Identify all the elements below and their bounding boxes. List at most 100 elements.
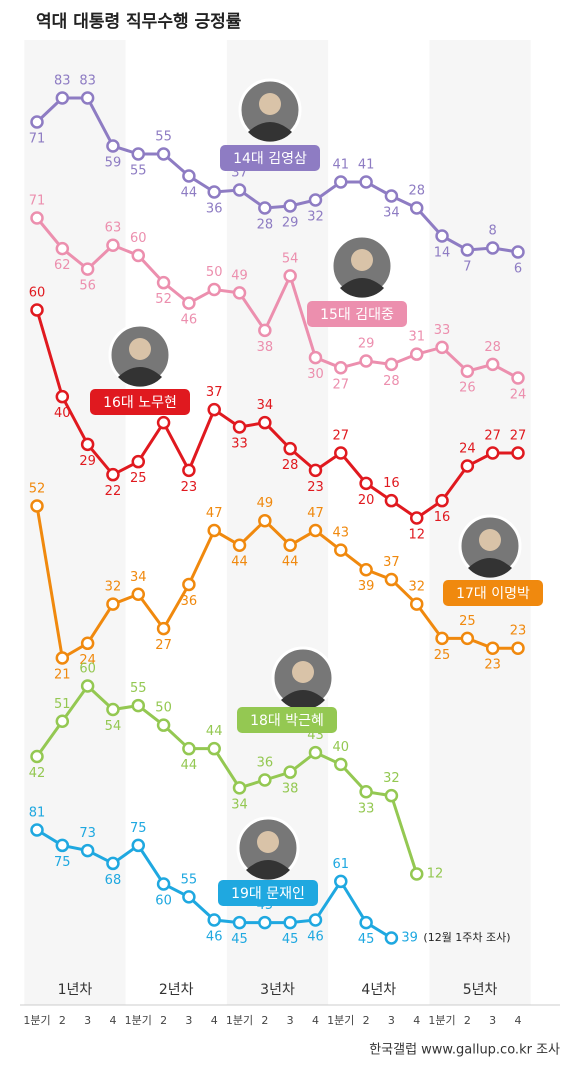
data-label: 8 [489,224,497,239]
data-point [435,631,449,646]
portrait-head [351,249,373,271]
x-tick-label: 3 [185,1014,192,1027]
data-label: 38 [257,340,274,355]
data-label: 31 [408,330,425,345]
data-point [182,169,196,183]
data-label: 23 [510,624,527,639]
x-tick-label: 2 [464,1014,471,1027]
data-label: 41 [333,158,350,173]
data-label: 49 [257,496,274,511]
data-point [106,856,120,871]
data-point [156,621,171,636]
data-point [334,874,348,889]
data-point [359,562,373,577]
data-point [435,229,449,243]
data-point [308,913,323,927]
data-point [182,890,196,904]
data-label: 28 [282,458,299,473]
data-point [511,245,525,259]
x-tick-label: 1분기 [327,1014,354,1027]
portrait-body [468,558,512,578]
x-tick-label: 3 [388,1014,395,1027]
data-point [232,420,247,434]
data-label: 55 [181,872,198,887]
data-label: 54 [105,719,122,734]
data-label: 41 [358,158,375,173]
data-label: 60 [130,231,147,246]
data-point [30,211,44,225]
legend-box [443,580,543,606]
data-point [258,323,272,338]
data-point [207,185,221,199]
portrait-body [340,278,384,298]
data-label: 24 [79,653,96,668]
data-point [485,641,500,655]
data-label: 73 [79,826,96,841]
data-label: 60 [29,286,46,301]
data-label: 36 [257,756,274,771]
data-label: 44 [181,186,198,201]
data-label: 14 [434,246,451,261]
data-point [232,286,247,300]
data-label: 12 [408,528,425,543]
data-point [55,91,70,105]
legend-box [90,389,190,415]
data-label: 34 [231,797,248,812]
data-label: 27 [510,429,527,444]
data-point [156,275,171,290]
data-label: 34 [383,206,400,221]
data-point [384,493,399,508]
data-label: 46 [206,930,223,945]
data-label: 28 [383,374,400,389]
data-label: 52 [29,482,46,497]
data-point [55,714,70,728]
data-point [308,745,323,760]
data-point [30,115,44,129]
data-label: 23 [181,480,198,495]
data-label: 32 [383,771,400,786]
data-point [485,357,500,372]
data-point [30,303,44,317]
x-tick-label: 4 [413,1014,420,1027]
data-label: 83 [79,74,96,89]
data-point [409,867,424,881]
x-tick-label: 1분기 [226,1014,253,1027]
data-point [511,371,525,385]
data-label: 40 [333,740,350,755]
data-label: 38 [282,782,299,797]
portrait-body [281,690,325,710]
data-point [258,915,272,930]
data-label: 34 [130,570,147,585]
portrait-head [129,338,151,360]
data-point [283,441,297,456]
data-point [131,587,146,602]
data-label: 16 [383,476,400,491]
data-label: 52 [155,292,172,307]
data-point [485,241,500,255]
x-tick-label: 2 [59,1014,66,1027]
annotation: (12월 1주차 조사) [423,931,510,944]
data-label: 27 [155,638,172,653]
year-label: 5년차 [463,982,498,998]
data-point [156,718,171,732]
legend-label: 14대 김영삼 [233,151,307,167]
data-label: 6 [514,262,522,277]
portrait-head [257,831,279,853]
data-point [460,243,475,257]
data-label: 26 [459,381,476,396]
data-point [359,354,373,368]
data-label: 49 [231,268,248,283]
data-label: 42 [29,766,46,781]
data-label: 25 [459,614,476,629]
data-label: 50 [206,265,223,280]
data-point [359,175,373,189]
portrait-body [246,860,290,880]
data-label: 25 [130,471,147,486]
data-point [460,631,475,646]
x-tick-label: 2 [261,1014,268,1027]
data-point [106,597,120,611]
data-point [182,463,196,478]
portrait-body [118,367,162,387]
portrait-head [479,529,501,551]
